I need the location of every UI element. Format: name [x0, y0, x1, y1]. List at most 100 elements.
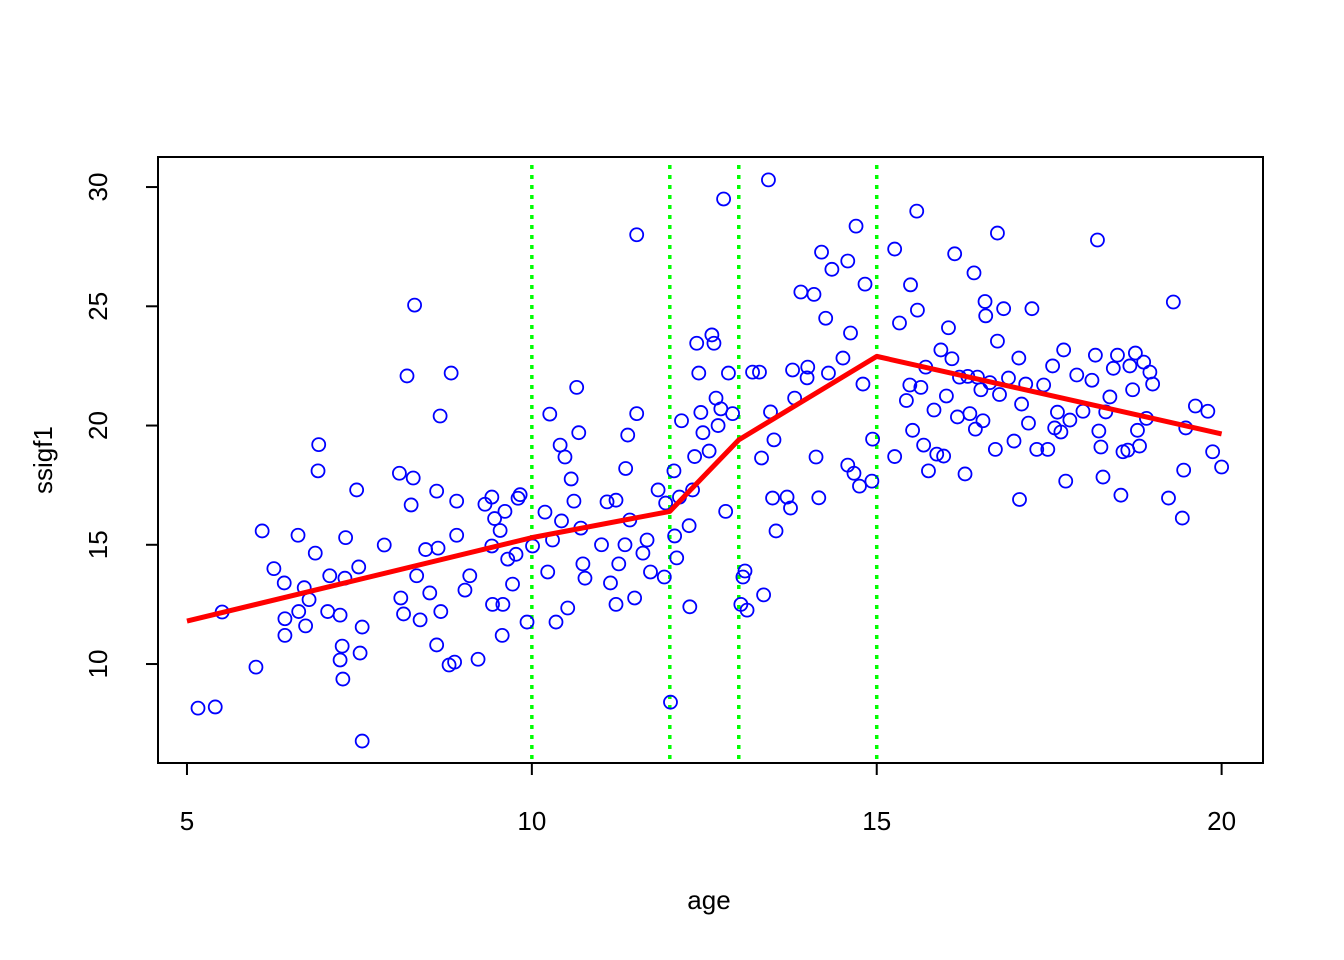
point	[674, 413, 689, 429]
point	[950, 409, 965, 425]
point	[1188, 398, 1203, 414]
x-tick-label: 20	[1207, 806, 1236, 836]
point	[1075, 403, 1091, 419]
point	[508, 546, 524, 562]
point	[1132, 438, 1147, 454]
point	[608, 492, 624, 508]
point	[701, 443, 717, 459]
point	[603, 575, 618, 591]
x-axis-label: age	[687, 885, 730, 915]
point	[929, 446, 945, 462]
point	[721, 365, 736, 381]
point	[487, 511, 503, 526]
point	[449, 493, 465, 509]
point	[548, 614, 564, 630]
point	[704, 327, 720, 343]
point	[1174, 510, 1190, 526]
point	[412, 612, 428, 628]
point	[667, 528, 683, 544]
point	[433, 604, 449, 619]
point	[254, 523, 270, 539]
point	[403, 497, 419, 513]
point	[447, 654, 462, 670]
point	[990, 333, 1005, 349]
point	[693, 405, 709, 420]
point	[334, 638, 350, 654]
point	[563, 471, 579, 487]
point	[682, 599, 698, 615]
fit-line	[186, 353, 1223, 624]
point	[617, 537, 633, 553]
point	[629, 406, 645, 422]
point	[903, 277, 918, 293]
point	[599, 494, 615, 510]
point	[495, 597, 511, 612]
y-tick-label: 20	[83, 411, 113, 440]
point	[977, 294, 993, 309]
point	[905, 422, 921, 438]
point	[207, 699, 223, 715]
point	[1102, 389, 1118, 405]
point	[1011, 350, 1027, 366]
point	[783, 500, 798, 516]
point	[1130, 422, 1145, 438]
point	[277, 628, 293, 643]
point	[1058, 473, 1074, 489]
point	[332, 607, 348, 623]
point	[916, 437, 932, 453]
point	[992, 387, 1007, 402]
x-tick-label: 10	[517, 806, 546, 836]
point	[611, 556, 627, 572]
point	[656, 569, 672, 585]
point	[752, 364, 767, 380]
point	[1214, 459, 1230, 475]
y-tick-label: 10	[83, 650, 113, 679]
point	[418, 542, 434, 557]
point	[725, 406, 740, 422]
point	[627, 590, 643, 606]
point	[1036, 377, 1052, 393]
point	[338, 530, 354, 546]
point	[840, 253, 856, 269]
point	[737, 563, 753, 579]
point	[821, 365, 836, 381]
point	[635, 545, 651, 561]
point	[848, 218, 864, 234]
point	[846, 465, 862, 481]
point	[718, 503, 734, 519]
point	[1105, 360, 1121, 376]
point	[1006, 433, 1022, 449]
point	[987, 441, 1003, 457]
point	[349, 482, 365, 498]
point	[1113, 487, 1129, 503]
point	[1127, 345, 1143, 361]
point	[1040, 441, 1056, 457]
point	[716, 191, 732, 207]
point	[484, 489, 500, 505]
point	[354, 733, 370, 749]
point	[311, 437, 327, 453]
point	[512, 487, 528, 503]
point	[865, 431, 880, 447]
point	[892, 315, 907, 331]
point	[996, 301, 1012, 317]
point	[962, 406, 978, 422]
point	[393, 590, 409, 606]
point	[1056, 342, 1072, 358]
point	[571, 425, 587, 441]
point	[276, 575, 292, 591]
point	[449, 527, 465, 543]
point	[855, 376, 871, 392]
point	[307, 545, 323, 561]
point	[392, 465, 407, 481]
point	[1050, 404, 1065, 420]
point	[494, 628, 510, 643]
point	[594, 537, 609, 553]
point	[739, 602, 755, 618]
point	[485, 597, 500, 612]
point	[248, 659, 264, 675]
point	[926, 402, 942, 418]
point	[470, 651, 486, 667]
point	[765, 490, 780, 506]
point	[966, 265, 982, 281]
